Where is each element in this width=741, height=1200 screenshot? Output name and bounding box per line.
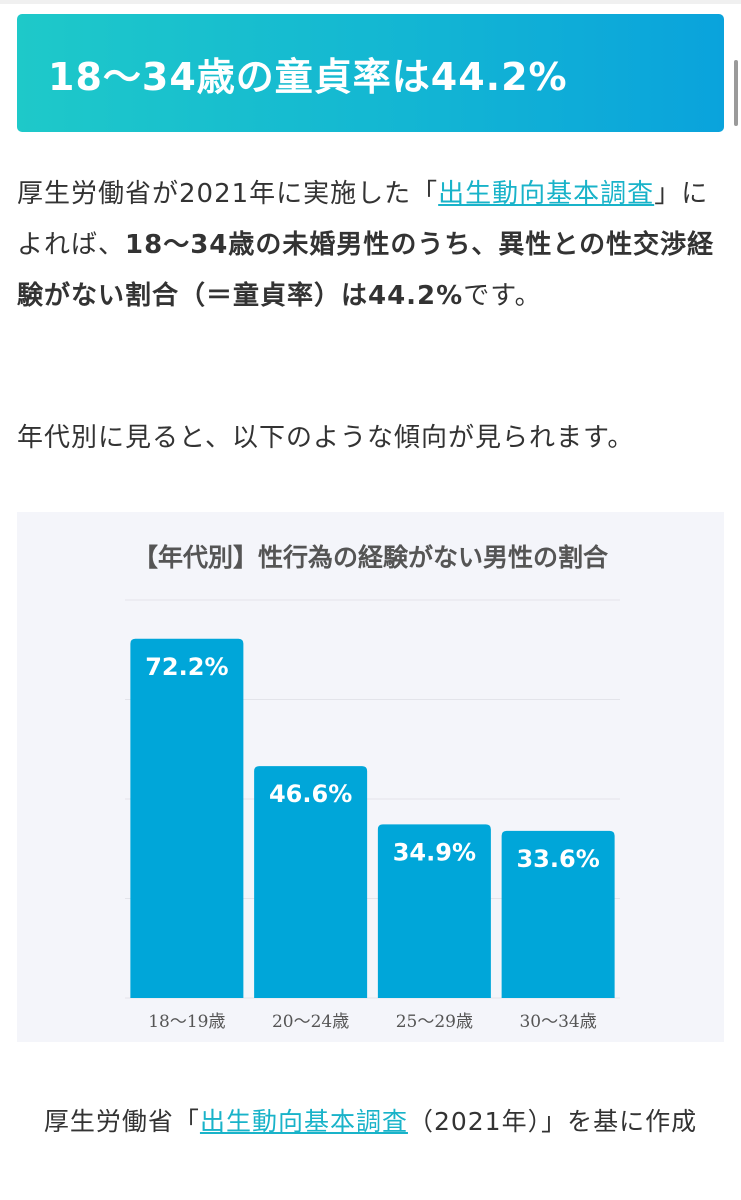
bar-chart: 72.2% 18〜19歳 46.6% 20〜24歳 34.9% 25〜29歳 33.6% 30… — [125, 599, 620, 1032]
chart-title: 【年代別】性行為の経験がない男性の割合 — [132, 543, 608, 572]
bar-3 — [377, 824, 491, 998]
x-tick-label: 18〜19歳 — [148, 1012, 225, 1032]
bar-2 — [254, 766, 368, 998]
intro-bold-text: 18〜34歳の未婚男性のうち、異性との性交渉経験がない割合（＝童貞率）は44.2… — [17, 230, 715, 311]
bar-4 — [501, 830, 615, 998]
bar-value-label: 34.9% — [393, 838, 476, 866]
intro-text-3: です。 — [463, 281, 542, 311]
bar-value-label: 72.2% — [145, 653, 228, 681]
top-divider — [0, 0, 741, 4]
scrollbar-thumb[interactable] — [734, 60, 738, 126]
bar-1 — [130, 638, 244, 998]
source-caption: 厚生労働省「出生動向基本調査（2021年）」を基に作成 — [17, 1097, 724, 1147]
x-tick-label: 30〜34歳 — [519, 1012, 596, 1032]
section-heading-text: 18〜34歳の童貞率は44.2% — [48, 54, 568, 99]
chart-panel: 【年代別】性行為の経験がない男性の割合 72.2% 18〜19歳 46.6% 20〜2… — [17, 512, 724, 1042]
intro-text-2: 」によれば、 — [17, 179, 709, 260]
bar-value-label: 46.6% — [269, 780, 352, 808]
bar-value-label: 33.6% — [516, 845, 599, 873]
section-heading: 18〜34歳の童貞率は44.2% — [17, 14, 724, 132]
x-tick-label: 20〜24歳 — [272, 1012, 349, 1032]
caption-survey-link[interactable]: 出生動向基本調査 — [199, 1107, 408, 1136]
survey-link[interactable]: 出生動向基本調査 — [438, 179, 655, 209]
caption-text-1: 厚生労働省「 — [43, 1107, 200, 1136]
x-tick-label: 25〜29歳 — [396, 1012, 473, 1032]
intro-paragraph: 厚生労働省が2021年に実施した「出生動向基本調査」によれば、18〜34歳の未婚… — [17, 169, 722, 322]
intro-text-1: 厚生労働省が2021年に実施した「 — [17, 179, 439, 209]
caption-text-2: （2021年）」を基に作成 — [407, 1107, 698, 1136]
trend-paragraph: 年代別に見ると、以下のような傾向が見られます。 — [17, 423, 635, 453]
